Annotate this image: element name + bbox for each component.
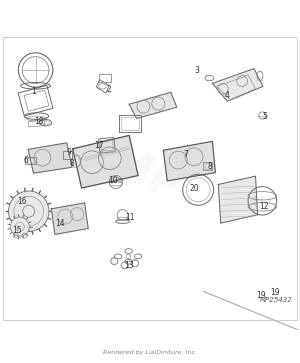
Text: 19: 19: [256, 290, 266, 299]
Circle shape: [9, 191, 49, 231]
Text: 13: 13: [124, 261, 134, 270]
Text: 8: 8: [207, 162, 212, 171]
Text: 14: 14: [56, 219, 65, 228]
Text: 16: 16: [17, 197, 26, 206]
Text: 9: 9: [67, 148, 72, 157]
Circle shape: [10, 217, 29, 236]
Text: 7: 7: [183, 150, 188, 159]
Text: MP25432: MP25432: [260, 297, 293, 303]
Bar: [99, 138, 115, 153]
Polygon shape: [28, 143, 72, 173]
Text: MP: MP: [100, 138, 188, 213]
Bar: [28, 120, 45, 127]
Bar: [121, 117, 139, 130]
Polygon shape: [212, 69, 263, 101]
Text: 20: 20: [189, 184, 199, 193]
Bar: [203, 162, 212, 170]
Text: 18: 18: [35, 117, 44, 126]
Text: 1: 1: [31, 87, 36, 96]
Text: 6: 6: [23, 156, 28, 164]
Polygon shape: [51, 203, 88, 234]
Bar: [25, 157, 36, 164]
Text: 17: 17: [95, 141, 104, 150]
Bar: [99, 74, 111, 82]
Polygon shape: [129, 92, 177, 118]
Text: 12: 12: [259, 202, 268, 211]
Text: Rendered by LiaiDiniture, Inc.: Rendered by LiaiDiniture, Inc.: [103, 350, 197, 355]
Bar: [205, 163, 211, 169]
Text: 11: 11: [125, 213, 134, 222]
Bar: [18, 85, 53, 116]
Text: 5: 5: [262, 112, 267, 121]
Bar: [100, 139, 113, 151]
Polygon shape: [218, 176, 258, 223]
Polygon shape: [164, 141, 215, 181]
Text: 10: 10: [108, 176, 118, 185]
Bar: [118, 115, 141, 132]
Text: 3: 3: [194, 66, 200, 75]
Text: 4: 4: [225, 91, 230, 101]
Text: 19: 19: [271, 289, 280, 297]
Polygon shape: [73, 135, 138, 188]
Text: 15: 15: [12, 226, 22, 235]
Text: 8: 8: [69, 159, 74, 168]
Bar: [63, 151, 72, 159]
Bar: [27, 158, 34, 163]
Text: 2: 2: [106, 85, 111, 94]
Bar: [24, 90, 49, 111]
